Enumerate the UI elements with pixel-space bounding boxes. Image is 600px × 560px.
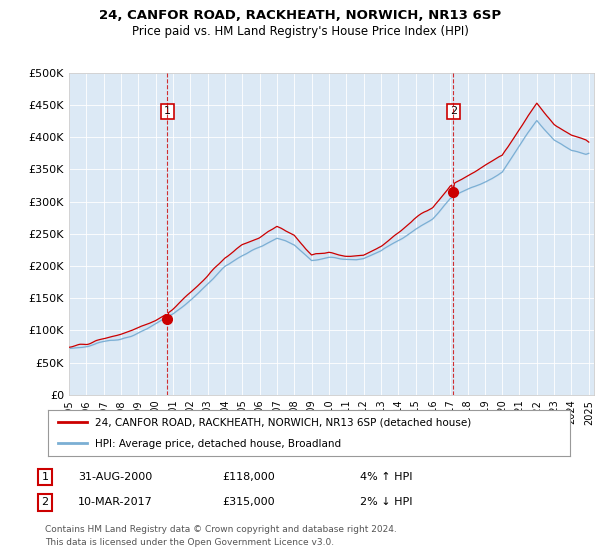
Text: 2% ↓ HPI: 2% ↓ HPI — [360, 497, 413, 507]
Text: 24, CANFOR ROAD, RACKHEATH, NORWICH, NR13 6SP: 24, CANFOR ROAD, RACKHEATH, NORWICH, NR1… — [99, 9, 501, 22]
Text: 2: 2 — [450, 106, 457, 116]
Text: 1: 1 — [164, 106, 171, 116]
Text: 4% ↑ HPI: 4% ↑ HPI — [360, 472, 413, 482]
Text: £315,000: £315,000 — [222, 497, 275, 507]
Text: 2: 2 — [41, 497, 49, 507]
Text: HPI: Average price, detached house, Broadland: HPI: Average price, detached house, Broa… — [95, 439, 341, 449]
Text: 24, CANFOR ROAD, RACKHEATH, NORWICH, NR13 6SP (detached house): 24, CANFOR ROAD, RACKHEATH, NORWICH, NR1… — [95, 418, 471, 428]
Text: Price paid vs. HM Land Registry's House Price Index (HPI): Price paid vs. HM Land Registry's House … — [131, 25, 469, 38]
Text: £118,000: £118,000 — [222, 472, 275, 482]
Text: 1: 1 — [41, 472, 49, 482]
Text: 31-AUG-2000: 31-AUG-2000 — [78, 472, 152, 482]
Text: This data is licensed under the Open Government Licence v3.0.: This data is licensed under the Open Gov… — [45, 538, 334, 547]
Text: Contains HM Land Registry data © Crown copyright and database right 2024.: Contains HM Land Registry data © Crown c… — [45, 525, 397, 534]
Text: 10-MAR-2017: 10-MAR-2017 — [78, 497, 153, 507]
